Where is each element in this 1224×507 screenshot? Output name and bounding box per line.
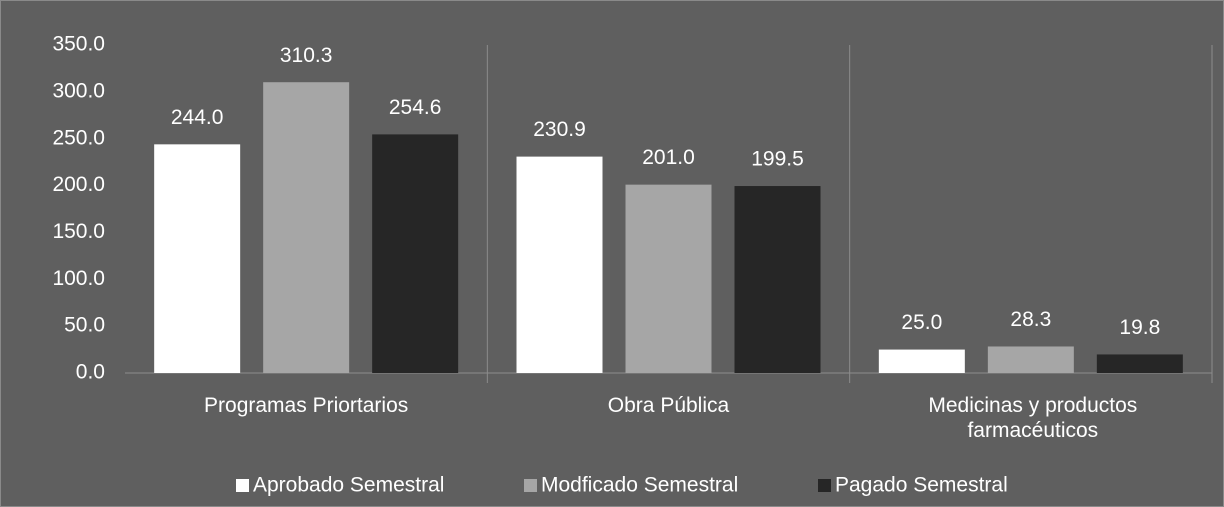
legend-swatch [236,479,249,492]
data-label: 201.0 [642,146,695,169]
data-label: 230.9 [533,118,586,141]
legend-swatch [524,479,537,492]
y-tick-label: 100.0 [52,267,105,290]
data-label: 244.0 [171,106,224,129]
bar [263,82,350,373]
y-tick-label: 150.0 [52,220,105,243]
bar [878,349,965,373]
bar [154,144,241,373]
legend-swatch [818,479,831,492]
x-tick-label: Obra Pública [607,394,730,417]
bar [516,156,603,373]
legend-label: Modficado Semestral [541,474,738,497]
bar [372,134,459,373]
y-tick-label: 300.0 [52,79,105,102]
legend-label: Pagado Semestral [835,474,1008,497]
bar [625,184,712,373]
x-tick-label: Programas Priortarios [204,394,409,417]
data-label: 254.6 [389,96,442,119]
data-label: 25.0 [901,311,942,334]
legend-label: Aprobado Semestral [253,474,444,497]
data-label: 199.5 [751,148,804,171]
y-tick-label: 0.0 [76,361,105,384]
y-tick-label: 350.0 [52,33,105,56]
data-label: 19.8 [1119,316,1160,339]
bar [1096,354,1183,373]
y-tick-label: 250.0 [52,126,105,149]
bar [987,346,1074,373]
data-label: 28.3 [1010,308,1051,331]
bar [734,186,821,373]
y-tick-label: 200.0 [52,173,105,196]
y-tick-label: 50.0 [64,314,105,337]
data-label: 310.3 [280,44,333,67]
x-tick-label: Medicinas y productos farmacéuticos [928,394,1138,442]
